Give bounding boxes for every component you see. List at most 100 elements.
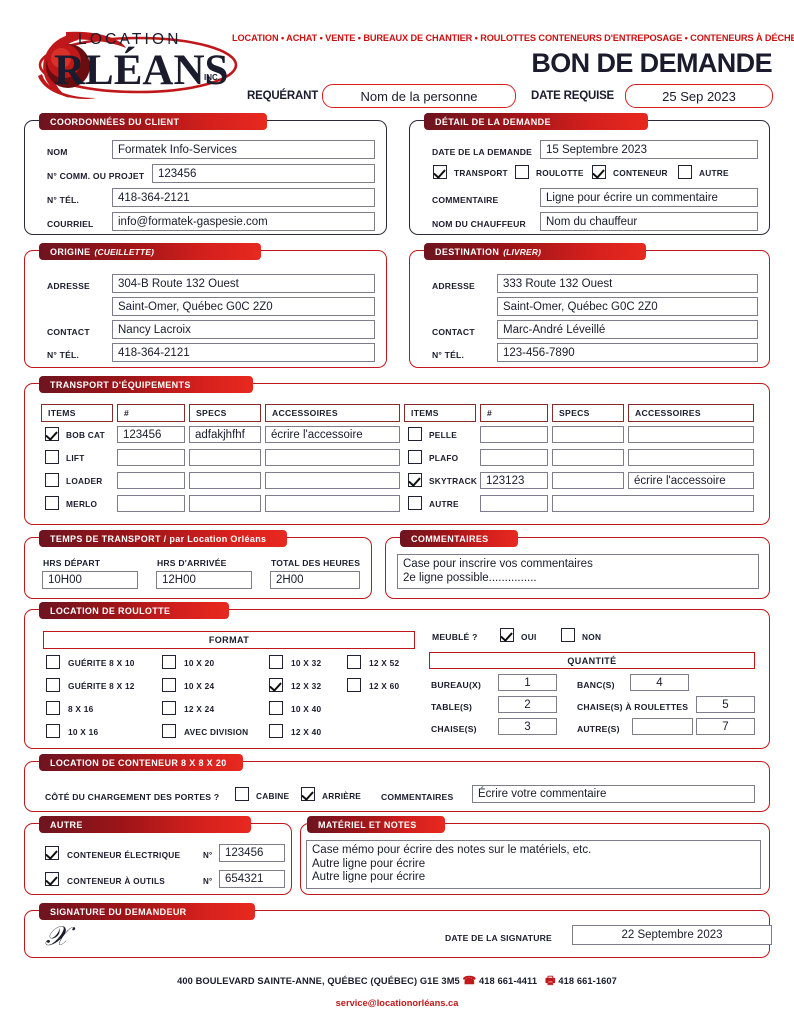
input-num-electrique[interactable]: 123456: [219, 844, 285, 862]
origine-tel-label: N° TÉL.: [47, 350, 80, 360]
tab-equipements: TRANSPORT D'ÉQUIPEMENTS: [39, 376, 253, 393]
checkbox-12x52[interactable]: [347, 655, 361, 669]
input-skytrack-acc[interactable]: écrire l'accessoire: [628, 472, 754, 489]
input-plafo-acc[interactable]: [628, 449, 754, 466]
input-bobcat-num[interactable]: 123456: [117, 426, 185, 443]
temps-depart-input[interactable]: 10H00: [42, 571, 138, 589]
input-autre-equip-num[interactable]: [480, 495, 548, 512]
origine-tel-input[interactable]: 418-364-2121: [112, 343, 375, 362]
destination-contact-input[interactable]: Marc-André Léveillé: [497, 320, 758, 339]
input-plafo-specs[interactable]: [552, 449, 624, 466]
client-comm-input[interactable]: 123456: [152, 164, 375, 183]
input-plafo-num[interactable]: [480, 449, 548, 466]
checkbox-meuble-oui[interactable]: [500, 628, 514, 642]
input-lift-specs[interactable]: [189, 449, 261, 466]
date-requise-input[interactable]: 25 Sep 2023: [625, 84, 773, 108]
conteneur-commentaires-input[interactable]: Écrire votre commentaire: [472, 785, 755, 803]
destination-tel-input[interactable]: 123-456-7890: [497, 343, 758, 362]
signature-date-input[interactable]: 22 Septembre 2023: [572, 925, 772, 945]
input-tables[interactable]: 2: [498, 696, 557, 713]
input-skytrack-specs[interactable]: [552, 472, 624, 489]
destination-adresse-1-input[interactable]: 333 Route 132 Ouest: [497, 274, 758, 293]
input-merlo-num[interactable]: [117, 495, 185, 512]
detail-chauffeur-input[interactable]: Nom du chauffeur: [540, 212, 758, 231]
checkbox-10x24[interactable]: [162, 678, 176, 692]
checkbox-8x16[interactable]: [46, 701, 60, 715]
input-autres-qty[interactable]: 7: [696, 718, 755, 735]
requerant-input[interactable]: Nom de la personne: [322, 84, 516, 108]
checkbox-autre[interactable]: [678, 165, 692, 179]
client-comm-label: N° COMM. OU PROJET: [47, 171, 145, 181]
input-loader-acc[interactable]: [265, 472, 400, 489]
origine-contact-input[interactable]: Nancy Lacroix: [112, 320, 375, 339]
checkbox-pelle[interactable]: [408, 427, 422, 441]
checkbox-conteneur-electrique[interactable]: [45, 846, 59, 860]
materiel-textarea[interactable]: Case mémo pour écrire des notes sur le m…: [306, 840, 761, 889]
input-bobcat-specs[interactable]: adfakjhfhf: [189, 426, 261, 443]
detail-date-input[interactable]: 15 Septembre 2023: [540, 140, 758, 159]
origine-adresse-2-input[interactable]: Saint-Omer, Québec G0C 2Z0: [112, 297, 375, 316]
input-lift-num[interactable]: [117, 449, 185, 466]
input-loader-specs[interactable]: [189, 472, 261, 489]
checkbox-conteneur[interactable]: [592, 165, 606, 179]
checkbox-10x16[interactable]: [46, 724, 60, 738]
input-pelle-acc[interactable]: [628, 426, 754, 443]
client-nom-input[interactable]: Formatek Info-Services: [112, 140, 375, 159]
input-loader-num[interactable]: [117, 472, 185, 489]
checkbox-meuble-non[interactable]: [561, 628, 575, 642]
checkbox-lift[interactable]: [45, 450, 59, 464]
input-chaises-roulettes[interactable]: 5: [696, 696, 755, 713]
checkbox-autre-equip[interactable]: [408, 496, 422, 510]
checkbox-conteneur-outils[interactable]: [45, 872, 59, 886]
input-chaises[interactable]: 3: [498, 718, 557, 735]
destination-adresse-2-input[interactable]: Saint-Omer, Québec G0C 2Z0: [497, 297, 758, 316]
checkbox-avec-division[interactable]: [162, 724, 176, 738]
checkbox-plafo[interactable]: [408, 450, 422, 464]
checkbox-12x32[interactable]: [269, 678, 283, 692]
client-courriel-input[interactable]: info@formatek-gaspesie.com: [112, 212, 375, 231]
input-lift-acc[interactable]: [265, 449, 400, 466]
checkbox-10x32[interactable]: [269, 655, 283, 669]
checkbox-loader[interactable]: [45, 473, 59, 487]
checkbox-12x24[interactable]: [162, 701, 176, 715]
checkbox-10x40[interactable]: [269, 701, 283, 715]
detail-commentaire-input[interactable]: Ligne pour écrire un commentaire: [540, 188, 758, 207]
checkbox-bobcat[interactable]: [45, 427, 59, 441]
input-pelle-specs[interactable]: [552, 426, 624, 443]
input-bobcat-acc[interactable]: écrire l'accessoire: [265, 426, 400, 443]
tab-destination: DESTINATION (LIVRER): [424, 243, 646, 260]
checkbox-roulotte[interactable]: [515, 165, 529, 179]
temps-arrivee-input[interactable]: 12H00: [156, 571, 252, 589]
panel-conteneur: LOCATION DE CONTENEUR 8 X 8 X 20 CÔTÉ DU…: [24, 754, 770, 812]
label-merlo: MERLO: [66, 499, 98, 509]
checkbox-merlo[interactable]: [45, 496, 59, 510]
input-pelle-num[interactable]: [480, 426, 548, 443]
temps-total-input[interactable]: 2H00: [270, 571, 360, 589]
commentaires-textarea[interactable]: Case pour inscrire vos commentaires 2e l…: [397, 554, 759, 589]
svg-text:RLÉANS: RLÉANS: [54, 47, 228, 94]
panel-roulotte: LOCATION DE ROULOTTE FORMAT GUÉRITE 8 X …: [24, 602, 770, 749]
input-autres-text[interactable]: [632, 718, 693, 735]
checkbox-roulotte-label: ROULOTTE: [536, 168, 584, 178]
checkbox-cabine[interactable]: [235, 787, 249, 801]
checkbox-10x20[interactable]: [162, 655, 176, 669]
origine-adresse-1-input[interactable]: 304-B Route 132 Ouest: [112, 274, 375, 293]
checkbox-12x40[interactable]: [269, 724, 283, 738]
checkbox-skytrack[interactable]: [408, 473, 422, 487]
input-bancs[interactable]: 4: [630, 674, 689, 691]
footer-email[interactable]: service@locationorléans.ca: [335, 998, 459, 1008]
checkbox-transport[interactable]: [433, 165, 447, 179]
client-tel-input[interactable]: 418-364-2121: [112, 188, 375, 207]
input-num-outils[interactable]: 654321: [219, 870, 285, 888]
label-tables: TABLE(S): [431, 702, 473, 712]
input-skytrack-num[interactable]: 123123: [480, 472, 548, 489]
checkbox-arriere[interactable]: [301, 787, 315, 801]
input-autre-equip-specs[interactable]: [552, 495, 754, 512]
input-merlo-acc[interactable]: [265, 495, 400, 512]
checkbox-guerite-8x10[interactable]: [46, 655, 60, 669]
checkbox-guerite-8x12[interactable]: [46, 678, 60, 692]
signature-mark[interactable]: 𝒳: [45, 921, 69, 952]
checkbox-12x60[interactable]: [347, 678, 361, 692]
input-bureaux[interactable]: 1: [498, 674, 557, 691]
input-merlo-specs[interactable]: [189, 495, 261, 512]
